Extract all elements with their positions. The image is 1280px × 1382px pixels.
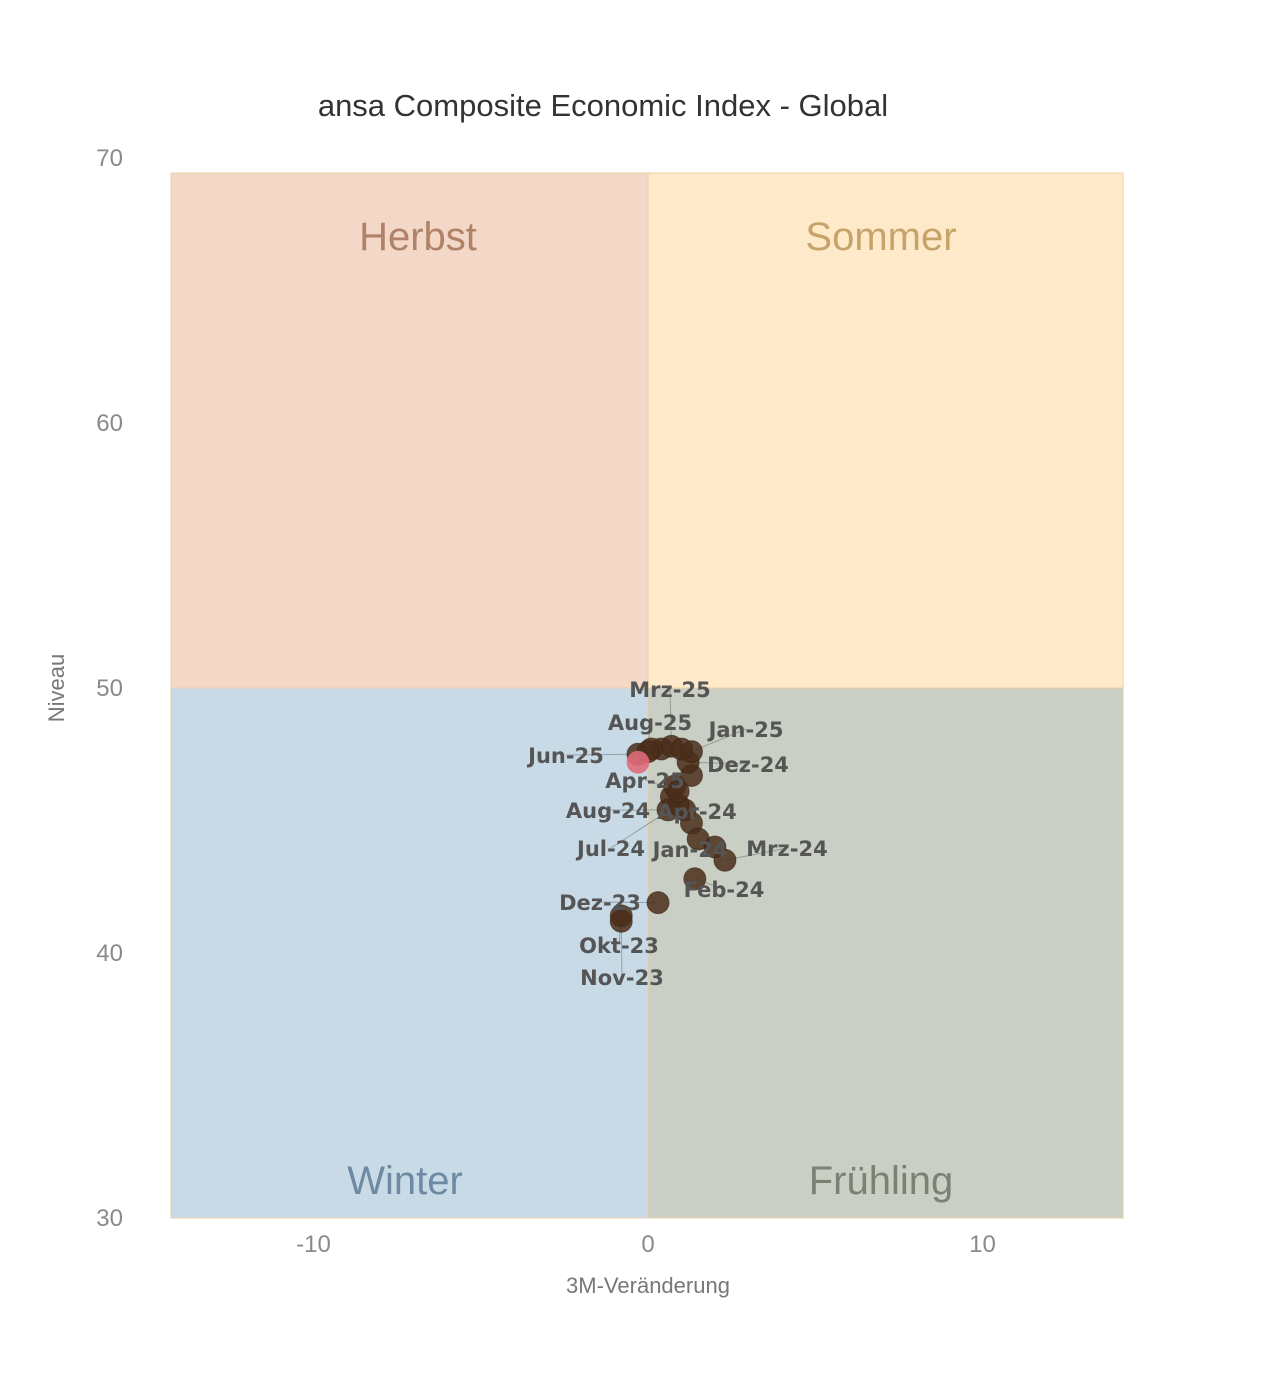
point-label: Dez-23 — [559, 891, 641, 915]
quadrant-label: Sommer — [805, 215, 956, 259]
quadrant-0 — [170, 172, 649, 689]
y-tick-label: 70 — [96, 145, 123, 172]
quadrant-3 — [647, 687, 1124, 1219]
y-tick-label: 40 — [96, 940, 123, 967]
x-tick-label: 0 — [641, 1231, 654, 1258]
data-point — [713, 848, 737, 872]
point-label: Dez-24 — [707, 753, 789, 777]
point-label: Apr-25 — [605, 769, 685, 793]
point-label: Mrz-24 — [746, 837, 827, 861]
point-label: Aug-25 — [608, 711, 692, 735]
point-label: Jan-25 — [707, 718, 784, 742]
quadrant-2 — [170, 687, 649, 1219]
point-label: Feb-24 — [684, 878, 765, 902]
data-point — [609, 909, 633, 933]
point-label: Jul-24 — [575, 837, 645, 861]
point-label: Jun-25 — [526, 744, 604, 768]
quadrant-label: Winter — [347, 1159, 463, 1203]
y-tick-label: 60 — [96, 410, 123, 437]
quadrant-1 — [647, 172, 1124, 689]
y-tick-label: 50 — [96, 675, 123, 702]
y-tick-label: 30 — [96, 1205, 123, 1232]
x-tick-label: 10 — [969, 1231, 996, 1258]
x-tick-label: -10 — [296, 1231, 331, 1258]
point-label: Nov-23 — [580, 966, 664, 990]
data-point — [686, 827, 710, 851]
quadrant-label: Frühling — [809, 1159, 954, 1203]
y-axis-label: Niveau — [44, 654, 69, 722]
label-leader-line — [565, 753, 638, 756]
chart-title: ansa Composite Economic Index - Global — [318, 88, 888, 123]
data-point — [666, 779, 690, 803]
point-label: Apr-24 — [657, 800, 737, 824]
x-axis-label: 3M-Veränderung — [566, 1273, 730, 1298]
point-label: Okt-23 — [579, 934, 659, 958]
point-label: Jan-24 — [651, 838, 728, 862]
data-point — [683, 867, 707, 891]
quadrant-label: Herbst — [359, 215, 477, 259]
point-label: Aug-24 — [566, 799, 650, 823]
latest-data-point — [626, 750, 650, 774]
data-point — [646, 891, 670, 915]
point-label: Mrz-25 — [629, 678, 710, 702]
